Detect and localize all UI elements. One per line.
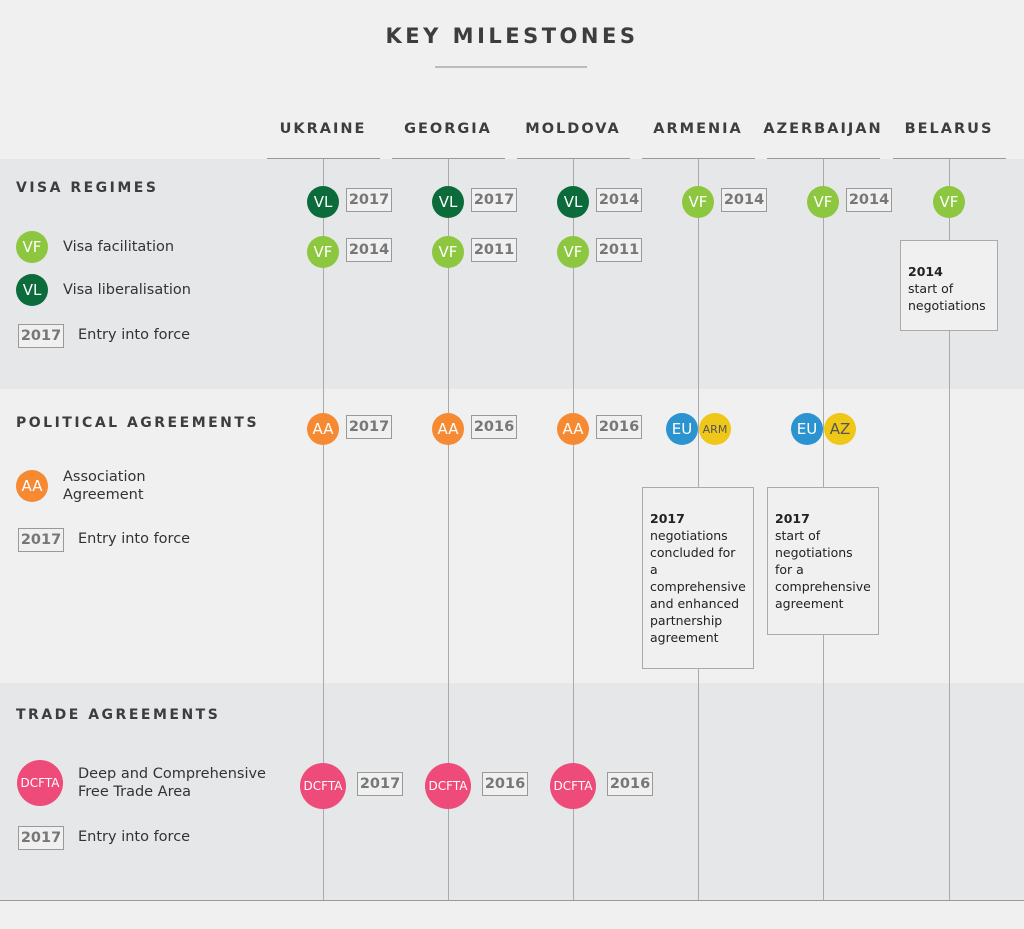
badge: EU xyxy=(666,413,698,445)
year-box: 2017 xyxy=(471,188,517,212)
country-label: MOLDOVA xyxy=(525,121,621,137)
year-box: 2017 xyxy=(346,188,392,212)
rule xyxy=(267,158,380,159)
note-year: 2017 xyxy=(775,511,810,526)
badge: VF xyxy=(933,186,965,218)
legend-label: Association Agreement xyxy=(63,469,146,503)
badge: VF xyxy=(16,231,48,263)
section-title: POLITICAL AGREEMENTS xyxy=(16,415,260,431)
country-label: UKRAINE xyxy=(279,121,367,137)
column-line xyxy=(323,159,324,900)
year-box: 2017 xyxy=(18,826,64,850)
note: 2017 negotiations concluded for a compreh… xyxy=(642,487,754,669)
legend-label: Entry into force xyxy=(78,829,191,845)
note-text: start of negotiations for a comprehensiv… xyxy=(775,528,871,611)
year-box: 2014 xyxy=(596,188,642,212)
year-box: 2016 xyxy=(607,772,653,796)
badge: DCFTA xyxy=(17,760,63,806)
legend-label: Visa facilitation xyxy=(63,239,175,255)
year-box: 2016 xyxy=(471,415,517,439)
legend-label: Deep and Comprehensive Free Trade Area xyxy=(78,766,266,800)
year-box: 2016 xyxy=(482,772,528,796)
note-year: 2017 xyxy=(650,511,685,526)
badge: EU xyxy=(791,413,823,445)
year-box: 2017 xyxy=(18,528,64,552)
badge: VF xyxy=(557,236,589,268)
badge: DCFTA xyxy=(550,763,596,809)
legend-label: Visa liberalisation xyxy=(63,282,191,298)
section-title: VISA REGIMES xyxy=(16,180,159,196)
badge: VF xyxy=(307,236,339,268)
badge: VL xyxy=(432,186,464,218)
rule xyxy=(0,900,1024,901)
badge: VF xyxy=(807,186,839,218)
year-box: 2014 xyxy=(846,188,892,212)
note-text: start of negotiations xyxy=(908,281,986,313)
badge: AA xyxy=(432,413,464,445)
rule xyxy=(435,66,587,68)
badge: VL xyxy=(16,274,48,306)
badge: VF xyxy=(682,186,714,218)
badge: VL xyxy=(307,186,339,218)
title: KEY MILESTONES xyxy=(385,24,639,48)
badge: AA xyxy=(16,470,48,502)
note: 2014 start of negotiations xyxy=(900,240,998,331)
year-box: 2011 xyxy=(471,238,517,262)
year-box: 2011 xyxy=(596,238,642,262)
rule xyxy=(642,158,755,159)
note-text: negotiations concluded for a comprehensi… xyxy=(650,528,746,645)
badge: ARM xyxy=(699,413,731,445)
badge: DCFTA xyxy=(300,763,346,809)
section-title: TRADE AGREEMENTS xyxy=(16,707,221,723)
rule xyxy=(767,158,880,159)
badge: VL xyxy=(557,186,589,218)
legend-label: Entry into force xyxy=(78,327,191,343)
badge: AZ xyxy=(824,413,856,445)
country-label: BELARUS xyxy=(904,121,994,137)
rule xyxy=(517,158,630,159)
country-label: AZERBAIJAN xyxy=(763,121,883,137)
badge: DCFTA xyxy=(425,763,471,809)
column-line xyxy=(573,159,574,900)
year-box: 2017 xyxy=(346,415,392,439)
country-label: ARMENIA xyxy=(653,121,743,137)
year-box: 2014 xyxy=(346,238,392,262)
column-line xyxy=(448,159,449,900)
note-year: 2014 xyxy=(908,264,943,279)
legend-label: Entry into force xyxy=(78,531,191,547)
column-line xyxy=(949,159,950,900)
country-label: GEORGIA xyxy=(404,121,492,137)
badge: VF xyxy=(432,236,464,268)
note: 2017 start of negotiations for a comprehe… xyxy=(767,487,879,635)
badge: AA xyxy=(557,413,589,445)
year-box: 2014 xyxy=(721,188,767,212)
badge: AA xyxy=(307,413,339,445)
rule xyxy=(893,158,1006,159)
rule xyxy=(392,158,505,159)
year-box: 2016 xyxy=(596,415,642,439)
year-box: 2017 xyxy=(18,324,64,348)
year-box: 2017 xyxy=(357,772,403,796)
